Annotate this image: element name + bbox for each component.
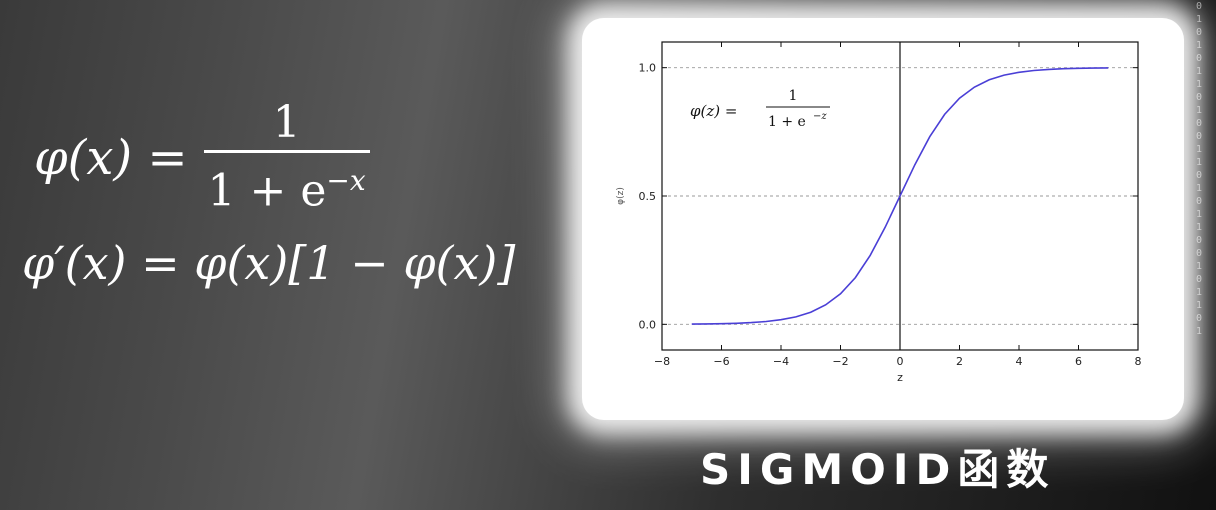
x-tick-label: −6 (713, 355, 729, 368)
derivative-formula: φ′(x) = φ(x)[1 − φ(x)] (22, 236, 516, 290)
caption: SIGMOID函数 (700, 445, 1056, 494)
sigmoid-formula-lhs: φ(x) = (34, 130, 188, 186)
sigmoid-chart: −8 −6 −4 −2 0 2 4 6 8 0.0 0.5 1.0 z φ(z) φ(z) = 1 1 + e −… (616, 41, 1142, 384)
x-tick-label: −8 (654, 355, 670, 368)
background-digits: 0 1 0 1 0 1 1 0 1 0 0 1 1 0 1 0 1 1 0 0 … (1196, 1, 1203, 337)
x-tick-label: 8 (1135, 355, 1142, 368)
sigmoid-formula: φ(x) = 1 1 + e−x (34, 96, 370, 220)
x-tick-label: 6 (1075, 355, 1082, 368)
y-tick-label: 0.0 (639, 318, 657, 331)
annotation-lhs: φ(z) = (690, 102, 737, 120)
y-tick-label: 0.5 (639, 190, 657, 203)
sigmoid-formula-denominator-base: 1 + e (207, 165, 327, 217)
sigmoid-formula-exponent: −x (326, 164, 366, 198)
y-tick-label: 1.0 (639, 62, 657, 75)
x-tick-label: 0 (897, 355, 904, 368)
x-tick-label: −4 (773, 355, 789, 368)
sigmoid-formula-denominator: 1 + e−x (208, 153, 366, 220)
x-tick-label: 2 (956, 355, 963, 368)
sigmoid-formula-numerator: 1 (272, 97, 301, 149)
y-axis-label: φ(z) (616, 187, 626, 205)
chart-panel: −8 −6 −4 −2 0 2 4 6 8 0.0 0.5 1.0 z φ(z) φ(z) = 1 1 + e −… (582, 18, 1184, 420)
x-tick-label: 4 (1016, 355, 1023, 368)
annotation-numerator: 1 (789, 88, 798, 104)
sigmoid-curve (691, 67, 1109, 325)
sigmoid-formula-fraction: 1 1 + e−x (203, 96, 370, 220)
x-tick-label: −2 (832, 355, 848, 368)
fraction-bar (203, 150, 370, 154)
annotation-exponent: −z (813, 111, 827, 122)
x-axis-label: z (897, 371, 903, 384)
annotation-denominator: 1 + e (768, 114, 806, 130)
